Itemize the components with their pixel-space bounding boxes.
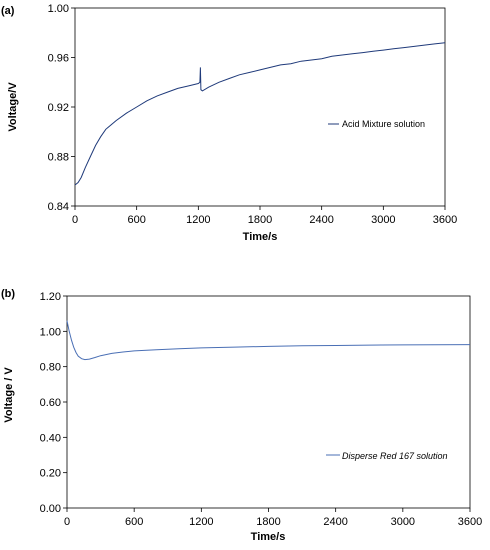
- legend-label-a: Acid Mixture solution: [342, 119, 425, 129]
- y-axis-label-a: Voltage/V: [7, 82, 19, 132]
- x-tick-label: 1800: [248, 214, 272, 226]
- legend-a: Acid Mixture solution: [328, 119, 425, 129]
- plot-frame-a: [74, 7, 446, 207]
- x-tick-label: 2400: [323, 516, 347, 528]
- y-tick-label: 0.80: [40, 362, 61, 374]
- y-tick-label: 0.40: [40, 432, 61, 444]
- chart-panel-a: (a) 0.84 0.88 0.92 0.96 1.00 0 600 1200 1800 240…: [1, 3, 457, 243]
- chart-panel-b: (b) 0.00 0.20 0.40 0.60 0.80 1.00 1.20 0 600 120…: [1, 288, 482, 543]
- x-ticks-a: 0 600 1200 1800 2400 3000 3600: [72, 206, 457, 226]
- y-tick-label: 0.60: [40, 397, 61, 409]
- x-tick-label: 0: [64, 516, 70, 528]
- x-tick-label: 600: [127, 214, 145, 226]
- legend-label-b: Disperse Red 167 solution: [342, 451, 448, 461]
- y-tick-label: 0.92: [48, 102, 69, 114]
- x-tick-label: 1200: [186, 214, 210, 226]
- x-tick-label: 0: [72, 214, 78, 226]
- y-ticks-a: 0.84 0.88 0.92 0.96 1.00: [48, 3, 75, 213]
- y-tick-label: 1.00: [40, 326, 61, 338]
- x-tick-label: 3600: [458, 516, 482, 528]
- x-tick-label: 1800: [256, 516, 280, 528]
- panel-label-a: (a): [1, 5, 15, 17]
- y-tick-label: 0.00: [40, 503, 61, 515]
- series-line-acid-mixture: [74, 42, 446, 186]
- x-axis-label-a: Time/s: [243, 231, 278, 243]
- x-tick-label: 1200: [189, 516, 213, 528]
- y-tick-label: 0.88: [48, 152, 69, 164]
- y-ticks-b: 0.00 0.20 0.40 0.60 0.80 1.00 1.20: [40, 291, 67, 515]
- panel-label-b: (b): [1, 288, 15, 300]
- x-tick-label: 3000: [371, 214, 395, 226]
- x-tick-label: 3000: [391, 516, 415, 528]
- y-tick-label: 1.00: [48, 3, 69, 15]
- y-tick-label: 0.84: [48, 201, 69, 213]
- x-tick-label: 600: [125, 516, 143, 528]
- x-tick-label: 2400: [309, 214, 333, 226]
- y-tick-label: 0.20: [40, 468, 61, 480]
- x-tick-label: 3600: [433, 214, 457, 226]
- y-tick-label: 0.96: [48, 53, 69, 65]
- y-axis-label-b: Voltage / V: [3, 367, 15, 423]
- x-ticks-b: 0 600 1200 1800 2400 3000 3600: [64, 508, 482, 528]
- series-line-disperse-red: [66, 320, 471, 361]
- legend-b: Disperse Red 167 solution: [326, 451, 448, 461]
- plot-frame-b: [66, 295, 471, 509]
- y-tick-label: 1.20: [40, 291, 61, 303]
- x-axis-label-b: Time/s: [251, 531, 286, 543]
